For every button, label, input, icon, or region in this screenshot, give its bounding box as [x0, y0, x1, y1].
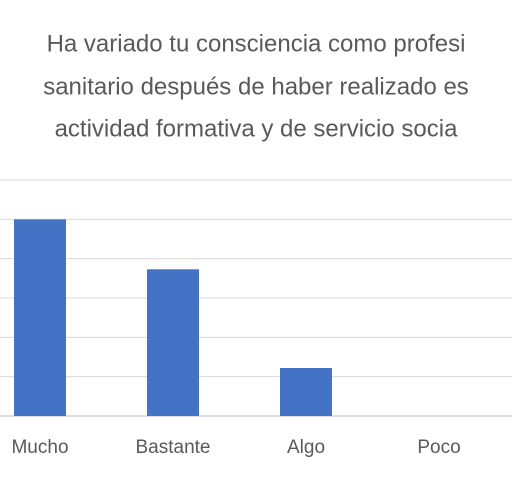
chart-title: Ha variado tu consciencia como profesi — [47, 30, 466, 57]
bar — [280, 368, 332, 416]
bar — [14, 219, 66, 416]
x-tick-label: Poco — [417, 437, 460, 458]
x-tick-label: Mucho — [11, 437, 68, 458]
bar — [147, 269, 199, 416]
chart-title: actividad formativa y de servicio socia — [55, 115, 458, 142]
x-tick-label: Algo — [287, 437, 325, 458]
x-tick-label: Bastante — [136, 437, 211, 458]
chart-title: sanitario después de haber realizado es — [43, 73, 469, 100]
